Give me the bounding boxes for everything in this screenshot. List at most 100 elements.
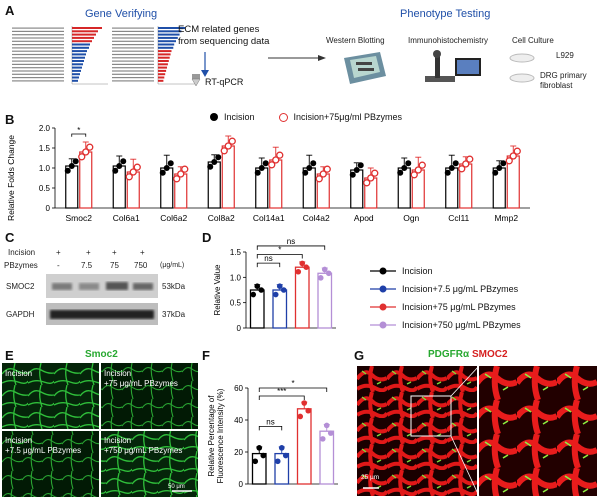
go-left-term <box>12 37 64 39</box>
go-left-term <box>12 60 64 62</box>
go-left-term <box>12 27 64 29</box>
c-smoc2-label: SMOC2 <box>6 282 35 291</box>
go-left-bar <box>72 56 85 59</box>
b-category-label: Col4a2 <box>303 213 330 223</box>
ytick: 1.5 <box>230 248 242 257</box>
legend-d-item-3: Incision+75 μg/mL PBzymes <box>370 298 521 316</box>
gapdh-blot-image <box>46 303 158 325</box>
e-q2-label-1: Incision <box>104 369 132 378</box>
b-point <box>397 169 404 176</box>
b-point <box>371 169 379 177</box>
c-plus-1: + <box>56 248 61 257</box>
b-point <box>513 147 521 155</box>
go-left-bar <box>72 43 90 46</box>
pdgfr-smoc2-image <box>357 366 597 496</box>
panel-label-a: A <box>5 3 15 18</box>
go-left-bar <box>72 79 78 82</box>
go-left-term <box>12 77 64 79</box>
go-right-bar <box>158 60 169 62</box>
b-point <box>268 161 276 169</box>
significance: *** <box>277 387 286 396</box>
b-point <box>125 173 133 181</box>
b-point <box>116 163 123 169</box>
e-q2-label-2: +75 μg/mL PBzymes <box>104 379 178 388</box>
c-pbzymes-label: PBzymes <box>4 261 38 270</box>
e-q4-label-1: Incision <box>104 436 132 445</box>
panel-label-f: F <box>202 348 210 363</box>
b-point <box>254 169 261 176</box>
b-point <box>78 153 86 161</box>
go-left-bar <box>72 63 83 66</box>
b-category-label: Col6a1 <box>113 213 140 223</box>
b-point <box>167 160 174 167</box>
b-point <box>353 167 360 173</box>
point <box>276 283 283 289</box>
go-left-bar <box>72 53 86 56</box>
b-point <box>207 163 214 170</box>
b-point <box>310 160 317 167</box>
panel-e-title: Smoc2 <box>85 349 118 360</box>
b-point <box>357 162 364 169</box>
legend-dot-pbzymes <box>278 112 288 122</box>
b-point <box>112 167 119 174</box>
b-category-label: Mmp2 <box>494 213 518 223</box>
go-left-bar <box>72 30 98 33</box>
go-left-term <box>12 57 64 59</box>
c-gapdh-label: GAPDH <box>6 310 35 319</box>
go-right-bar <box>158 33 180 36</box>
b-point <box>177 170 185 178</box>
point <box>321 266 328 273</box>
l929-label: L929 <box>556 51 574 60</box>
b-ytick: 1.0 <box>39 164 51 173</box>
c-37kda-label: 37kDa <box>162 310 186 319</box>
microscope-icon <box>425 50 481 82</box>
b-point <box>414 166 422 174</box>
b-point <box>64 167 71 174</box>
panel-b-legend: Incision Incision+75μg/ml PBzymes <box>210 112 402 122</box>
gene-verifying-title: Gene Verifying <box>85 8 158 20</box>
point <box>323 422 330 429</box>
b-point <box>410 171 418 179</box>
b-point <box>133 163 141 171</box>
smoc2-blot-image <box>46 274 158 298</box>
b-point <box>401 165 408 171</box>
b-point <box>496 165 503 171</box>
ytick: 0 <box>237 324 242 333</box>
pcr-tube-icon <box>191 74 201 87</box>
point <box>305 407 312 414</box>
legend-d-label-4: Incision+750 μg/mL PBzymes <box>402 320 521 330</box>
go-right-bar <box>158 69 167 72</box>
point <box>327 430 334 436</box>
e-q4-label-2: +750 μg/mL PBzymes <box>104 446 183 455</box>
b-point <box>500 160 507 167</box>
ytick: 0.5 <box>230 299 242 308</box>
c-incision-label: Incision <box>8 248 36 257</box>
go-right-term <box>112 40 154 42</box>
go-chart-right <box>157 26 196 85</box>
culture-dish-icons <box>509 53 535 83</box>
b-point <box>220 147 228 155</box>
go-left-bar <box>72 73 80 76</box>
g-scale-label: 25 μm <box>361 474 380 481</box>
b-point <box>505 157 513 165</box>
go-right-term <box>112 77 154 79</box>
c-dose-1: - <box>57 261 60 270</box>
b-point <box>262 160 269 167</box>
go-chart-left <box>71 26 108 85</box>
g-smoc2-label: SMOC2 <box>471 349 508 360</box>
b-point <box>323 165 331 173</box>
go-left-bar <box>72 60 84 62</box>
e-scale-label: 50 μm <box>168 484 185 490</box>
go-left-bar <box>72 27 102 29</box>
legend-d-item-4: Incision+750 μg/mL PBzymes <box>370 316 521 334</box>
e-q3-label-2: +7.5 μg/mL PBzymes <box>5 446 82 455</box>
b-point <box>349 171 356 178</box>
significance: ns <box>287 237 295 246</box>
b-bar <box>221 145 235 209</box>
ihc-label: Immunohistochemistry <box>408 36 489 45</box>
point <box>325 270 332 277</box>
go-left-bar <box>72 69 81 72</box>
b-category-label: Col6a2 <box>160 213 187 223</box>
smoc2-fluorescence-image <box>2 363 198 497</box>
b-ytick: 1.5 <box>39 144 51 153</box>
